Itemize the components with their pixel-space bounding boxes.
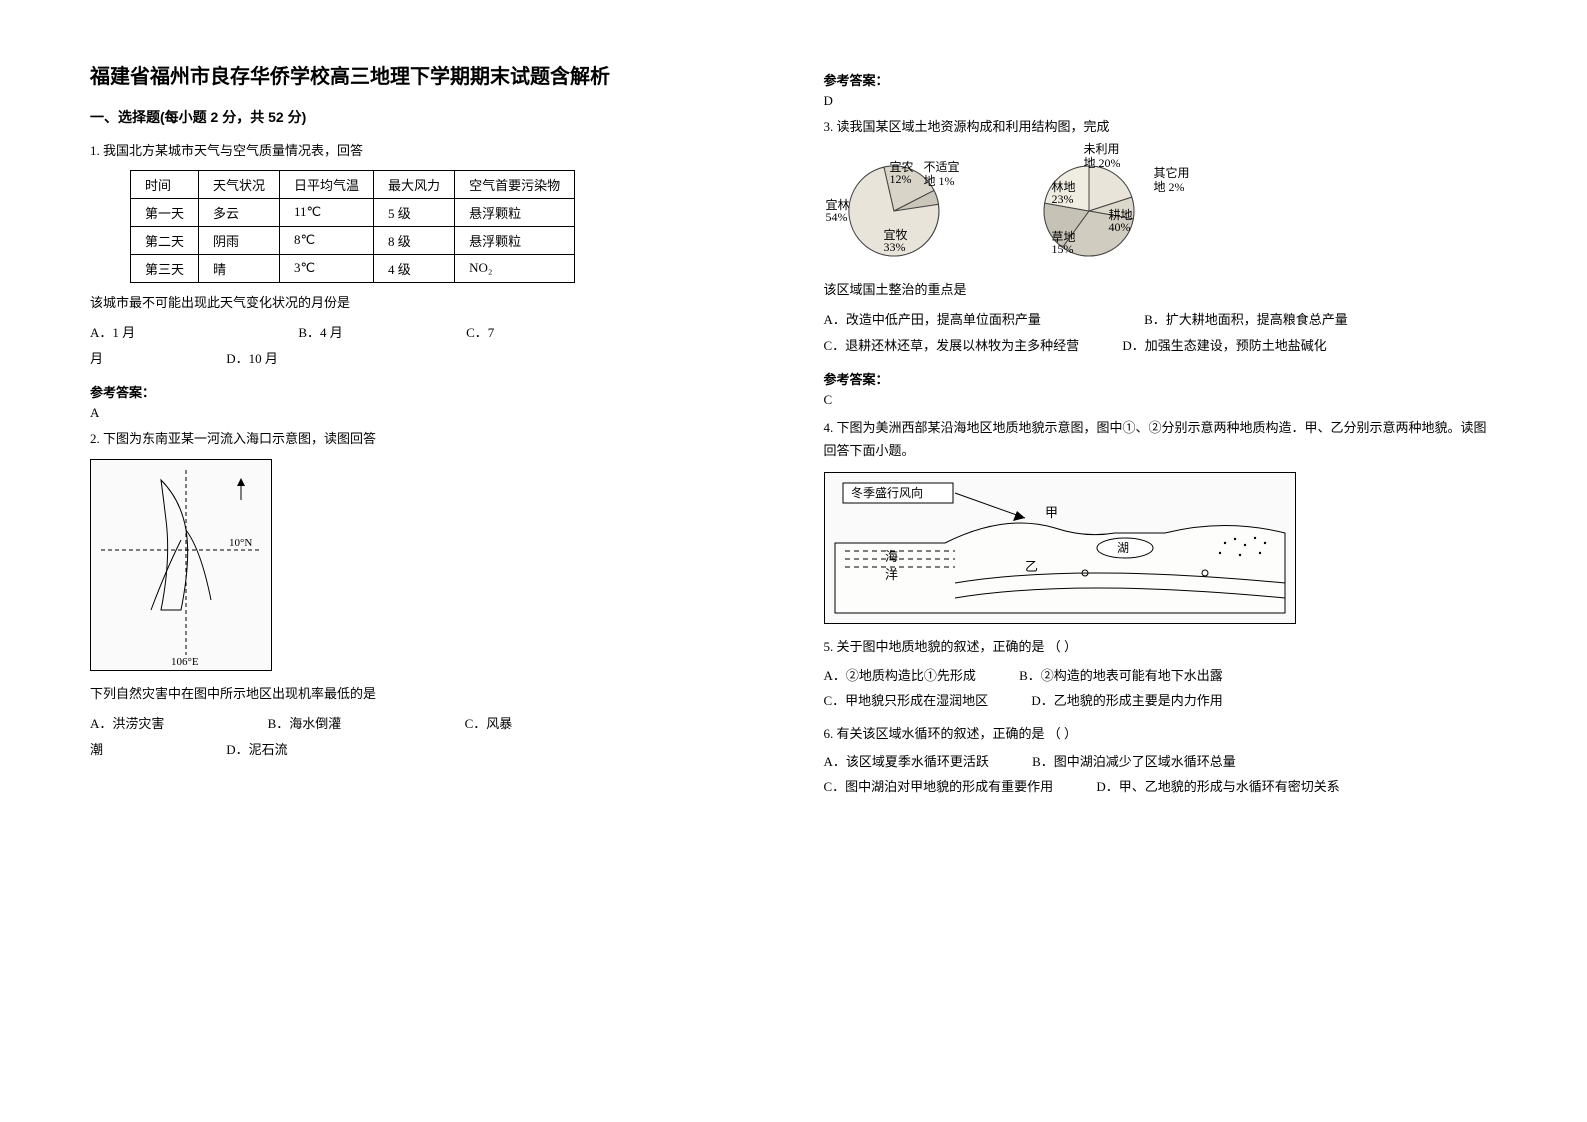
table-row: 第三天 晴 3℃ 4 级 NO₂ <box>131 254 575 282</box>
pie1: 宜农 12% 不适宜 地 1% 宜林 54% 宜牧 33% <box>824 146 974 266</box>
q1-stem: 1. 我国北方某城市天气与空气质量情况表，回答 <box>90 141 764 162</box>
q1-table: 时间 天气状况 日平均气温 最大风力 空气首要污染物 第一天 多云 11℃ 5 … <box>130 170 575 283</box>
river-map-icon: 10°N 106°E <box>91 460 271 670</box>
q6-stem: 6. 有关该区域水循环的叙述，正确的是 （ ） <box>824 724 1498 745</box>
q3-ans-head: 参考答案： <box>824 369 1498 388</box>
q1-th: 时间 <box>131 170 199 198</box>
q2-opt-b: B．海水倒灌 <box>268 711 342 737</box>
q5-opt-a: A．②地质构造比①先形成 <box>824 664 976 689</box>
q1-opt-c2: 月 <box>90 346 103 372</box>
q2-sub: 下列自然灾害中在图中所示地区出现机率最低的是 <box>90 684 764 705</box>
q1-opt-b: B．4 月 <box>298 320 342 346</box>
svg-text:乙: 乙 <box>1025 559 1038 574</box>
q3-pies: 宜农 12% 不适宜 地 1% 宜林 54% 宜牧 33% <box>824 146 1498 266</box>
q6-opt-c: C．图中湖泊对甲地貌的形成有重要作用 <box>824 775 1054 800</box>
pie1-ym-v: 33% <box>884 240 906 255</box>
svg-text:甲: 甲 <box>1045 505 1058 520</box>
q3-options: A．改造中低产田，提高单位面积产量 B．扩大耕地面积，提高粮食总产量 C．退耕还… <box>824 307 1498 359</box>
pie2-gd-v: 40% <box>1109 220 1131 235</box>
section-1-head: 一、选择题(每小题 2 分，共 52 分) <box>90 107 764 127</box>
q1-sub: 该城市最不可能出现此天气变化状况的月份是 <box>90 293 764 314</box>
q1-ans: A <box>90 405 764 421</box>
svg-text:湖: 湖 <box>1117 540 1129 555</box>
q3-sub: 该区域国土整治的重点是 <box>824 280 1498 301</box>
q2-figure: 10°N 106°E <box>90 459 764 674</box>
svg-text:冬季盛行风向: 冬季盛行风向 <box>851 485 923 500</box>
q3-opt-a: A．改造中低产田，提高单位面积产量 <box>824 307 1041 333</box>
svg-text:10°N: 10°N <box>229 537 252 549</box>
q1-options: A．1 月 B．4 月 C．7 月 D．10 月 <box>90 320 764 372</box>
pie1-yl-v: 54% <box>826 210 848 225</box>
q3-opt-b: B．扩大耕地面积，提高粮食总产量 <box>1144 307 1348 333</box>
q2-opt-d: D．泥石流 <box>226 737 287 763</box>
q2-ans-head: 参考答案： <box>824 70 1498 89</box>
q3-stem: 3. 读我国某区域土地资源构成和利用结构图，完成 <box>824 117 1498 138</box>
q6-opt-a: A．该区域夏季水循环更活跃 <box>824 750 989 775</box>
q6-options: A．该区域夏季水循环更活跃 B．图中湖泊减少了区域水循环总量 C．图中湖泊对甲地… <box>824 750 1498 799</box>
table-row: 第一天 多云 11℃ 5 级 悬浮颗粒 <box>131 198 575 226</box>
table-row: 第二天 阴雨 8℃ 8 级 悬浮颗粒 <box>131 226 575 254</box>
q3-opt-c: C．退耕还林还草，发展以林牧为主多种经营 <box>824 333 1080 359</box>
page-title: 福建省福州市良存华侨学校高三地理下学期期末试题含解析 <box>90 60 764 89</box>
geology-diagram-icon: 冬季盛行风向 海 洋 甲 湖 乙 <box>825 473 1295 623</box>
q2-opt-c2: 潮 <box>90 737 103 763</box>
q4-figure: 冬季盛行风向 海 洋 甲 湖 乙 <box>824 472 1498 627</box>
svg-text:洋: 洋 <box>885 567 898 582</box>
q5-opt-c: C．甲地貌只形成在湿润地区 <box>824 689 989 714</box>
q1-th: 最大风力 <box>374 170 455 198</box>
q4-stem: 4. 下图为美洲西部某沿海地区地质地貌示意图，图中①、②分别示意两种地质构造．甲… <box>824 416 1498 463</box>
q1-opt-c: C．7 <box>466 320 494 346</box>
q1-th: 天气状况 <box>199 170 280 198</box>
pie2-ld-v: 23% <box>1052 192 1074 207</box>
q6-opt-b: B．图中湖泊减少了区域水循环总量 <box>1032 750 1236 775</box>
q5-opt-b: B．②构造的地表可能有地下水出露 <box>1019 664 1223 689</box>
q3-ans: C <box>824 392 1498 408</box>
q2-stem: 2. 下图为东南亚某一河流入海口示意图，读图回答 <box>90 429 764 450</box>
q3-opt-d: D．加强生态建设，预防土地盐碱化 <box>1122 333 1326 359</box>
q1-th: 日平均气温 <box>280 170 374 198</box>
pie1-bsy-v: 地 1% <box>924 172 955 189</box>
q1-opt-d: D．10 月 <box>226 346 278 372</box>
pie2: 未利用 地 20% 其它用 地 2% 林地 23% 耕地 40% 草地 15% <box>1014 146 1204 266</box>
q5-stem: 5. 关于图中地质地貌的叙述，正确的是 （ ） <box>824 637 1498 658</box>
q1-opt-a: A．1 月 <box>90 320 135 346</box>
pie2-cd-v: 15% <box>1052 242 1074 257</box>
pie2-wly-v: 地 20% <box>1084 154 1121 171</box>
q2-opt-c: C．风暴 <box>465 711 513 737</box>
q2-options: A．洪涝灾害 B．海水倒灌 C．风暴 潮 D．泥石流 <box>90 711 764 763</box>
q5-options: A．②地质构造比①先形成 B．②构造的地表可能有地下水出露 C．甲地貌只形成在湿… <box>824 664 1498 713</box>
q5-opt-d: D．乙地貌的形成主要是内力作用 <box>1031 689 1222 714</box>
pie2-qty-v: 地 2% <box>1154 178 1185 195</box>
q2-opt-a: A．洪涝灾害 <box>90 711 164 737</box>
q1-th: 空气首要污染物 <box>455 170 575 198</box>
pie1-yn-v: 12% <box>890 172 912 187</box>
svg-text:106°E: 106°E <box>171 656 199 668</box>
q6-opt-d: D．甲、乙地貌的形成与水循环有密切关系 <box>1096 775 1339 800</box>
q2-ans: D <box>824 93 1498 109</box>
q1-ans-head: 参考答案： <box>90 382 764 401</box>
